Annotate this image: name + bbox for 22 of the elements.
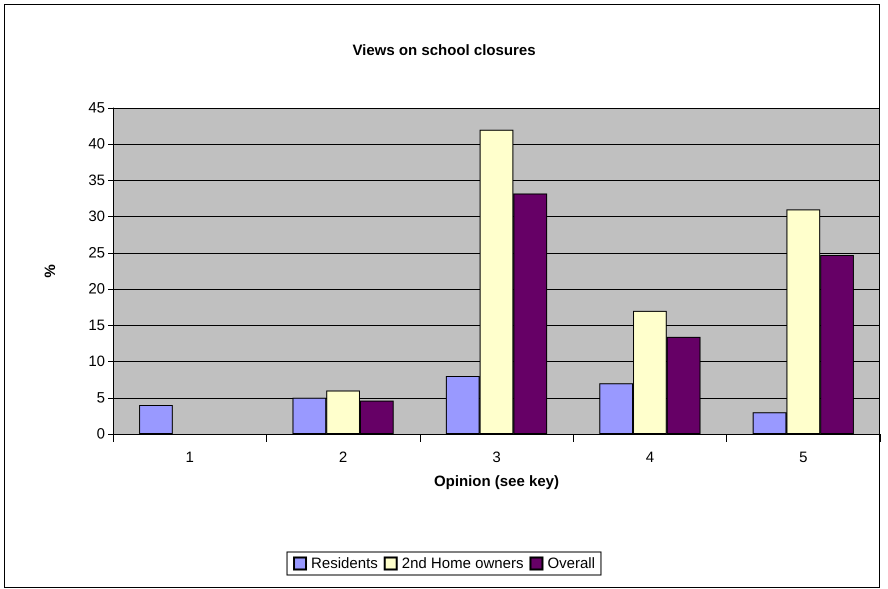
x-tick-label: 5 [799, 449, 808, 466]
y-tick-label: 10 [88, 353, 105, 370]
legend-label: Residents [311, 555, 378, 572]
chart-title: Views on school closures [352, 42, 536, 59]
y-tick-label: 25 [88, 244, 105, 262]
y-tick-label: 45 [88, 100, 105, 116]
y-tick-label: 35 [88, 172, 105, 189]
x-tick-label: 1 [186, 449, 194, 466]
legend-label: Overall [547, 555, 595, 572]
y-tick-label: 20 [88, 280, 105, 298]
y-axis-title: % [42, 264, 59, 278]
x-axis-title: Opinion (see key) [434, 473, 560, 490]
y-tick-label: 40 [88, 136, 105, 153]
bar [139, 405, 173, 434]
y-tick-label: 0 [96, 426, 105, 442]
y-tick-label: 5 [96, 389, 105, 406]
y-tick-label: 30 [88, 208, 105, 226]
legend-label: 2nd Home owners [402, 555, 524, 572]
x-tick-label: 2 [338, 449, 348, 466]
y-tick-label: 15 [88, 316, 105, 334]
x-tick-label: 4 [646, 449, 654, 466]
x-tick-label: 3 [492, 449, 501, 466]
